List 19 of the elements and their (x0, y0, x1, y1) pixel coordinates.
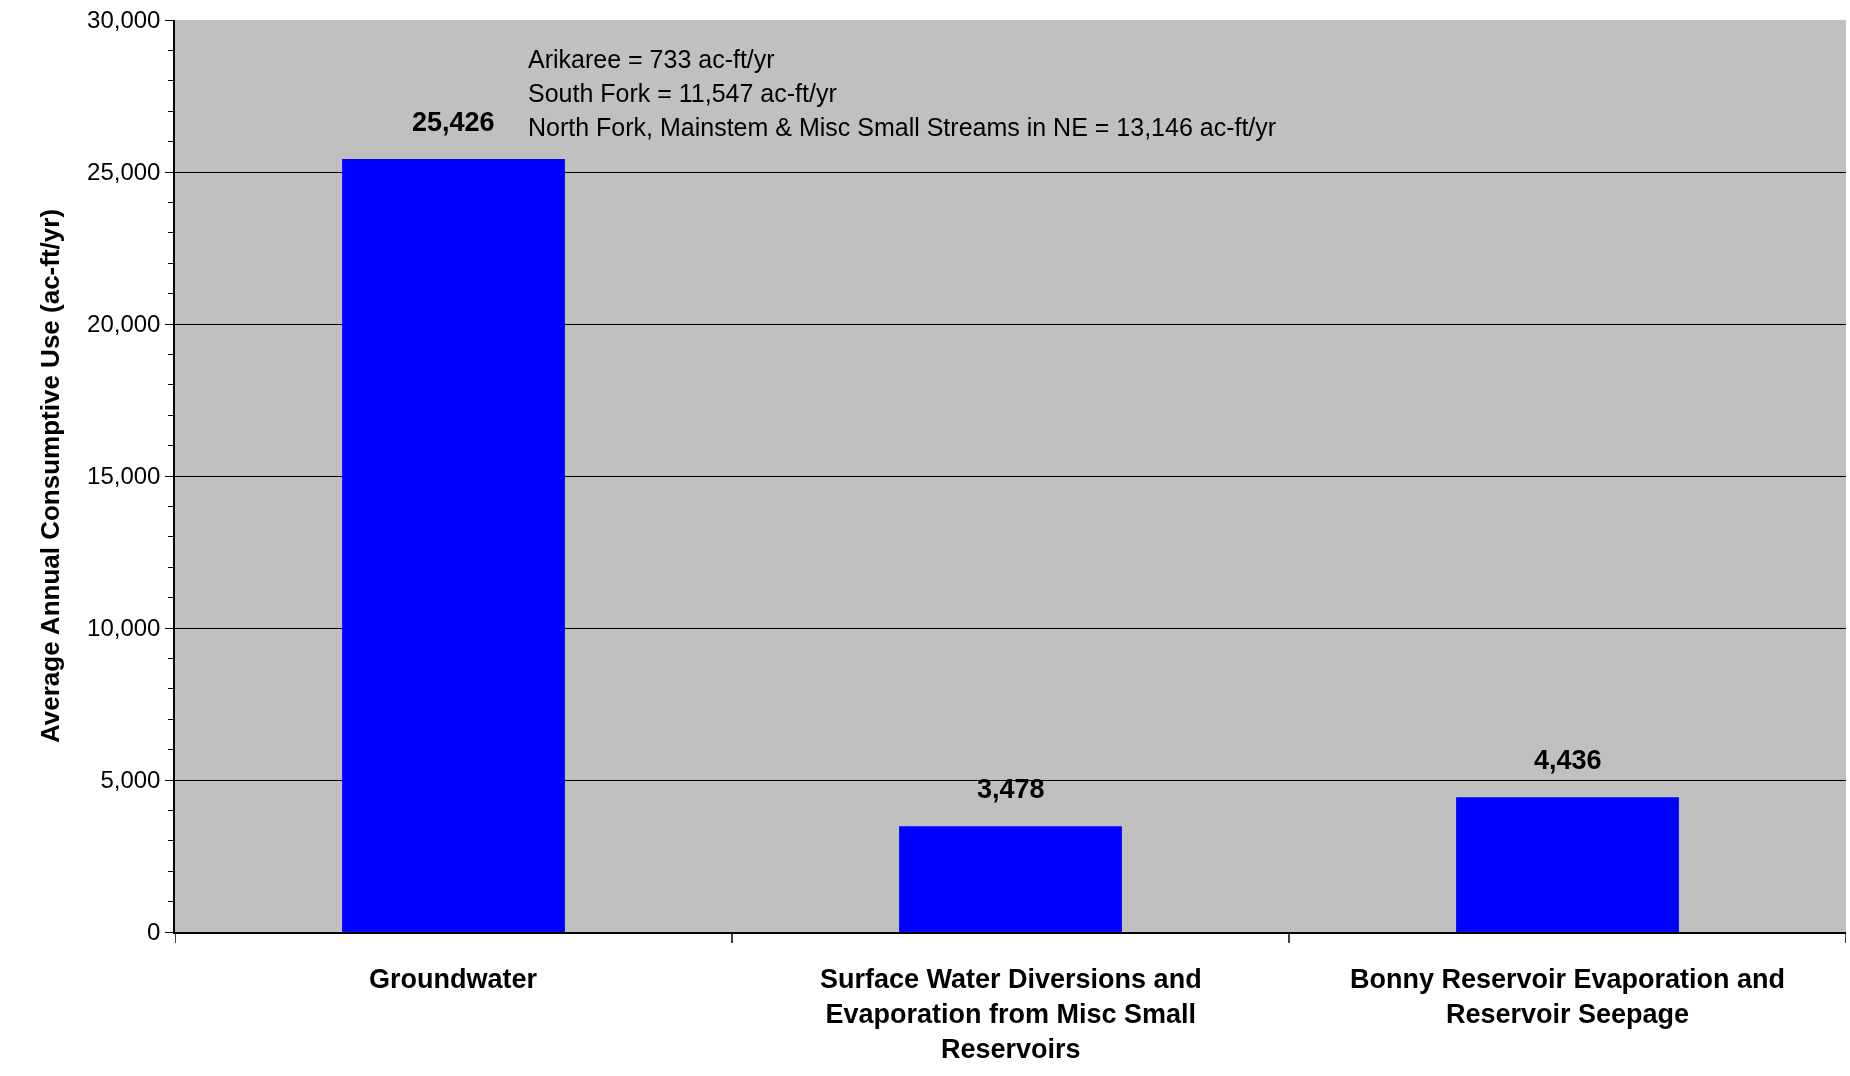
x-tick-label: Groundwater (369, 964, 538, 994)
y-tick-label: 20,000 (87, 310, 161, 338)
y-tick-label: 25,000 (87, 158, 161, 186)
bar (342, 159, 565, 932)
x-tick-label: Surface Water Diversions and Evaporation from Misc Small Reservoirs (820, 964, 1202, 1065)
annotation: South Fork = 11,547 ac-ft/yr (528, 79, 837, 107)
y-tick-label: 15,000 (87, 462, 161, 490)
y-tick-label: 30,000 (87, 6, 161, 34)
data-label: 25,426 (412, 107, 495, 137)
y-tick-label: 0 (147, 918, 161, 946)
y-tick-label: 10,000 (87, 614, 161, 642)
data-label: 4,436 (1534, 745, 1602, 775)
y-tick-label: 5,000 (100, 766, 161, 794)
annotation: North Fork, Mainstem & Misc Small Streams in NE = 13,146 ac-ft/yr (528, 113, 1277, 141)
bar (1456, 797, 1679, 932)
bar (899, 826, 1122, 932)
annotation: Arikaree = 733 ac-ft/yr (528, 45, 775, 73)
y-axis-title: Average Annual Consumptive Use (ac-ft/yr) (34, 208, 65, 744)
x-tick-label: Bonny Reservoir Evaporation and Reservoir Seepage (1350, 964, 1786, 1030)
